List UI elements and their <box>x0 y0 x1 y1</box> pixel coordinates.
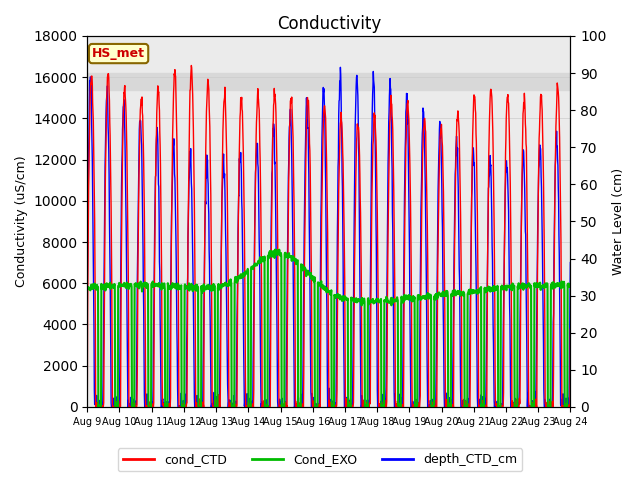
Legend: cond_CTD, Cond_EXO, depth_CTD_cm: cond_CTD, Cond_EXO, depth_CTD_cm <box>118 448 522 471</box>
Title: Conductivity: Conductivity <box>276 15 381 33</box>
Bar <box>87 73 570 90</box>
Y-axis label: Conductivity (uS/cm): Conductivity (uS/cm) <box>15 156 28 287</box>
Y-axis label: Water Level (cm): Water Level (cm) <box>612 168 625 275</box>
Text: HS_met: HS_met <box>92 47 145 60</box>
